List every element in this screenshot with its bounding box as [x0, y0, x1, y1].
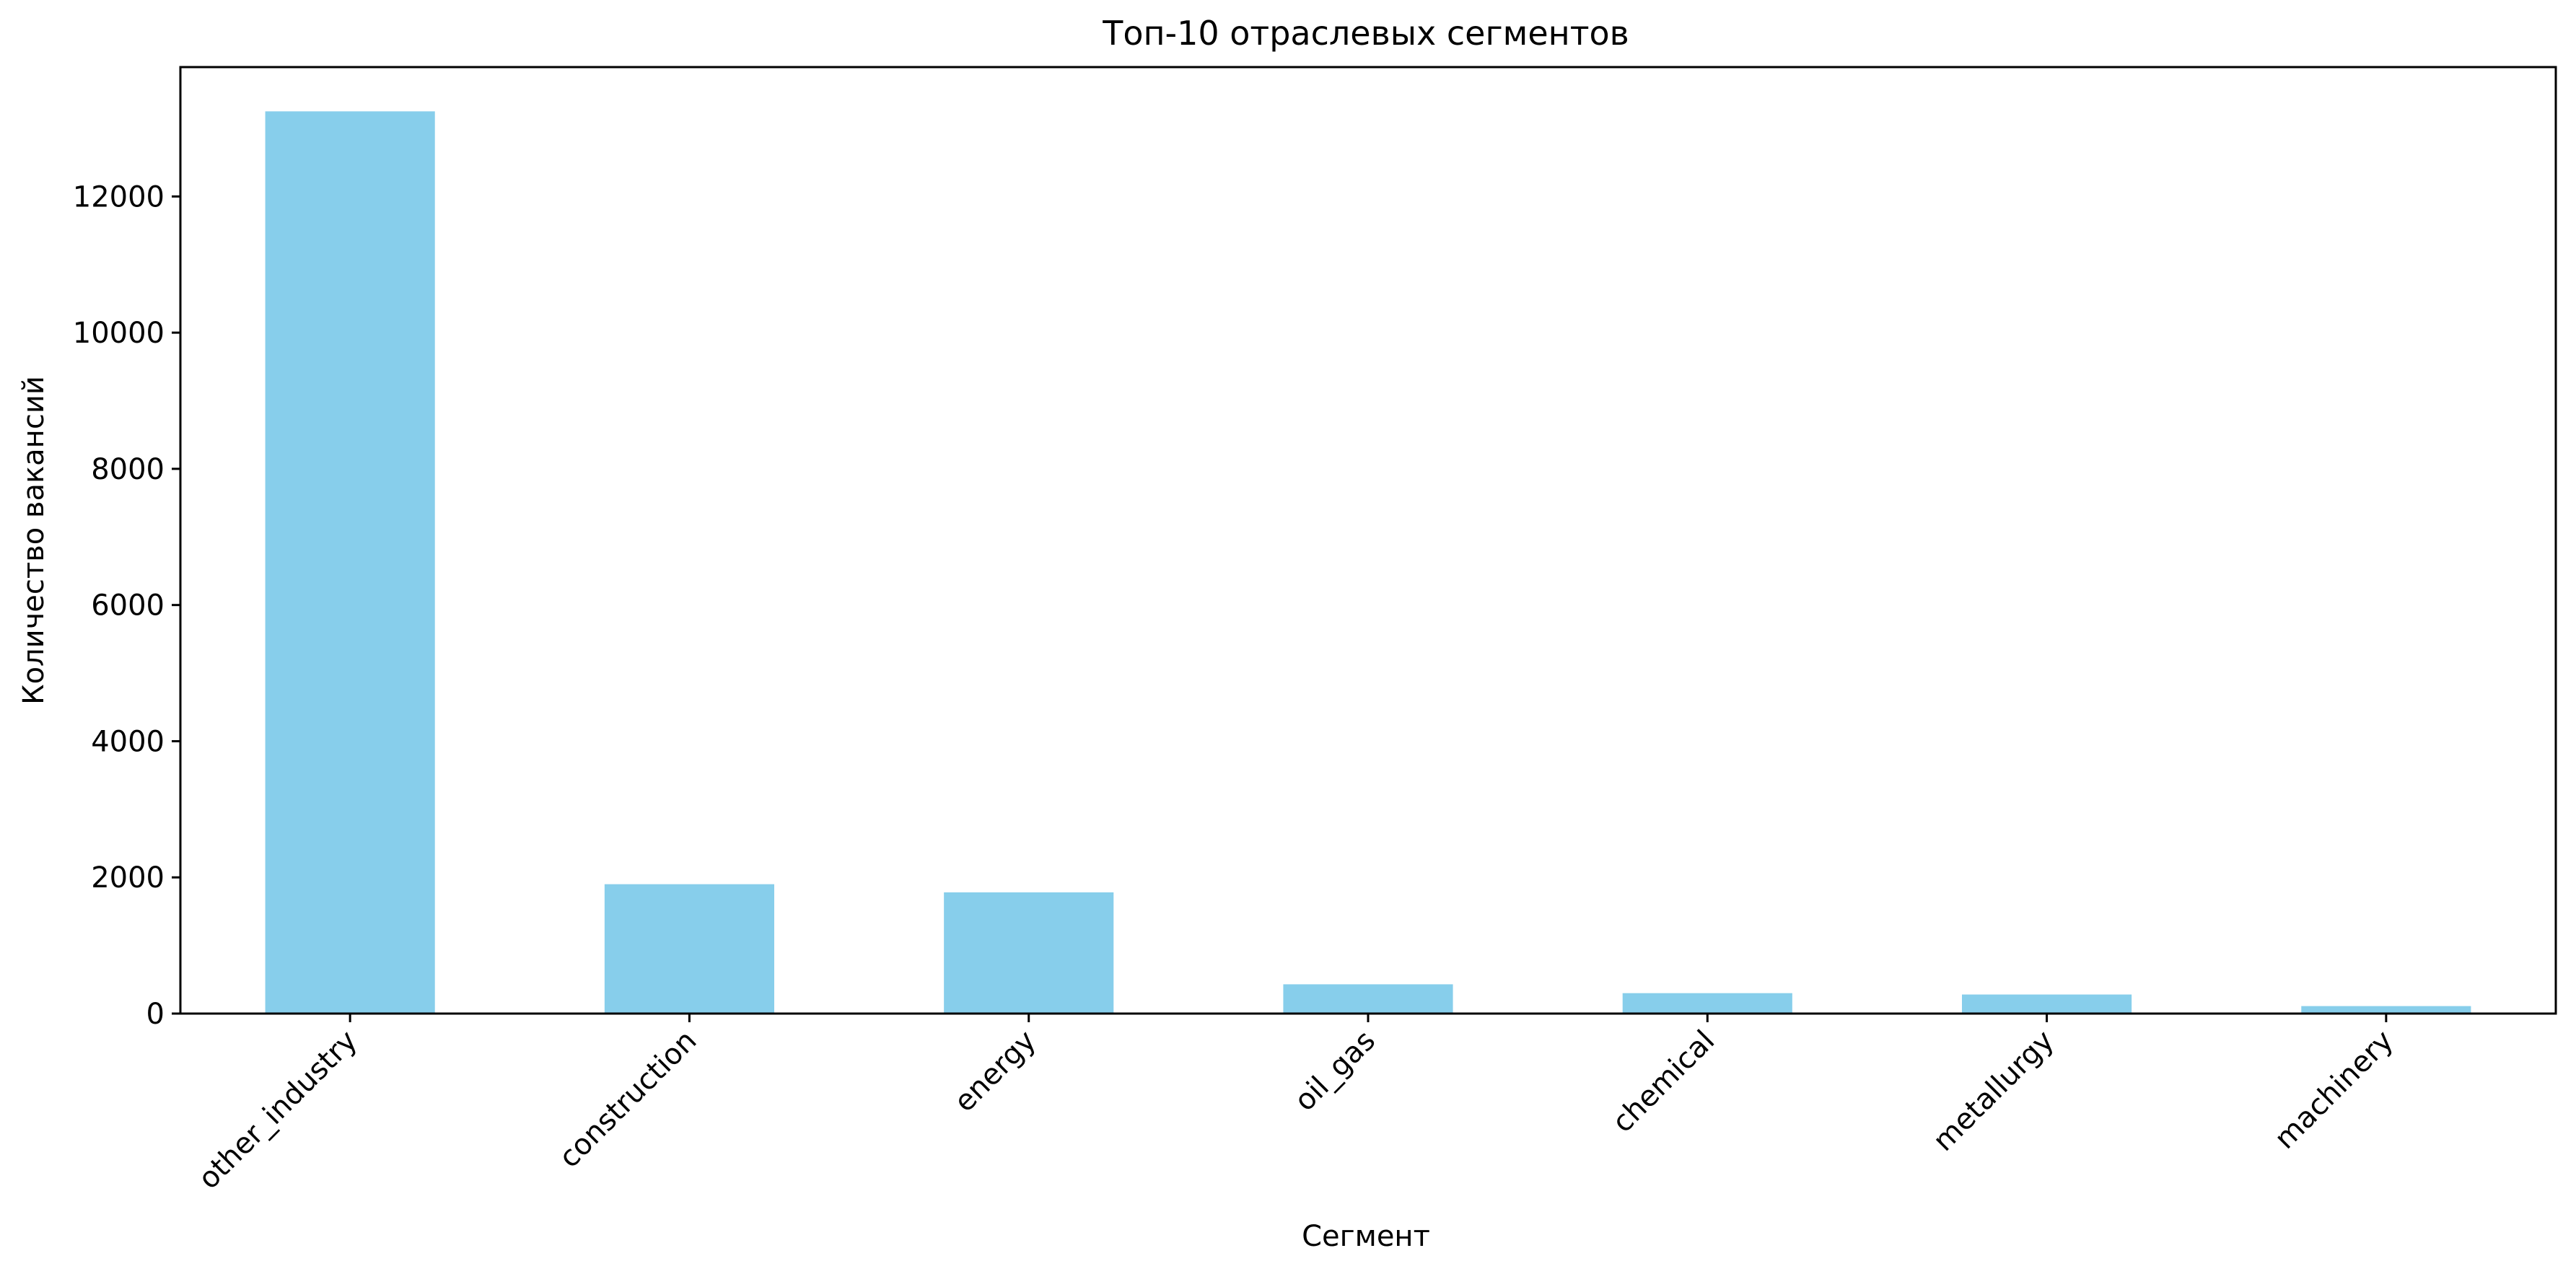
x-axis-label: Сегмент — [1302, 1220, 1430, 1253]
plot-area-frame — [179, 66, 2557, 1015]
bar-chemical — [1622, 993, 1792, 1014]
y-axis: 0 2000 4000 6000 8000 10000 12000 — [73, 180, 180, 1031]
bar-machinery — [2301, 1006, 2471, 1014]
bar-oil-gas — [1283, 984, 1453, 1014]
bars-group — [265, 111, 2471, 1014]
y-tick-label: 8000 — [91, 453, 165, 486]
y-tick-label: 12000 — [73, 180, 165, 214]
y-tick-label: 6000 — [91, 589, 165, 623]
bar-other-industry — [265, 111, 435, 1014]
y-tick-label: 4000 — [91, 725, 165, 758]
y-tick-label: 2000 — [91, 861, 165, 895]
chart-title: Топ-10 отраслевых сегментов — [1102, 14, 1629, 53]
y-tick-label: 0 — [146, 998, 165, 1031]
y-axis-label: Количество вакансий — [17, 376, 51, 705]
y-tick-label: 10000 — [73, 317, 165, 350]
bar-construction — [604, 884, 774, 1014]
bar-energy — [944, 892, 1114, 1014]
bar-metallurgy — [1962, 994, 2132, 1014]
